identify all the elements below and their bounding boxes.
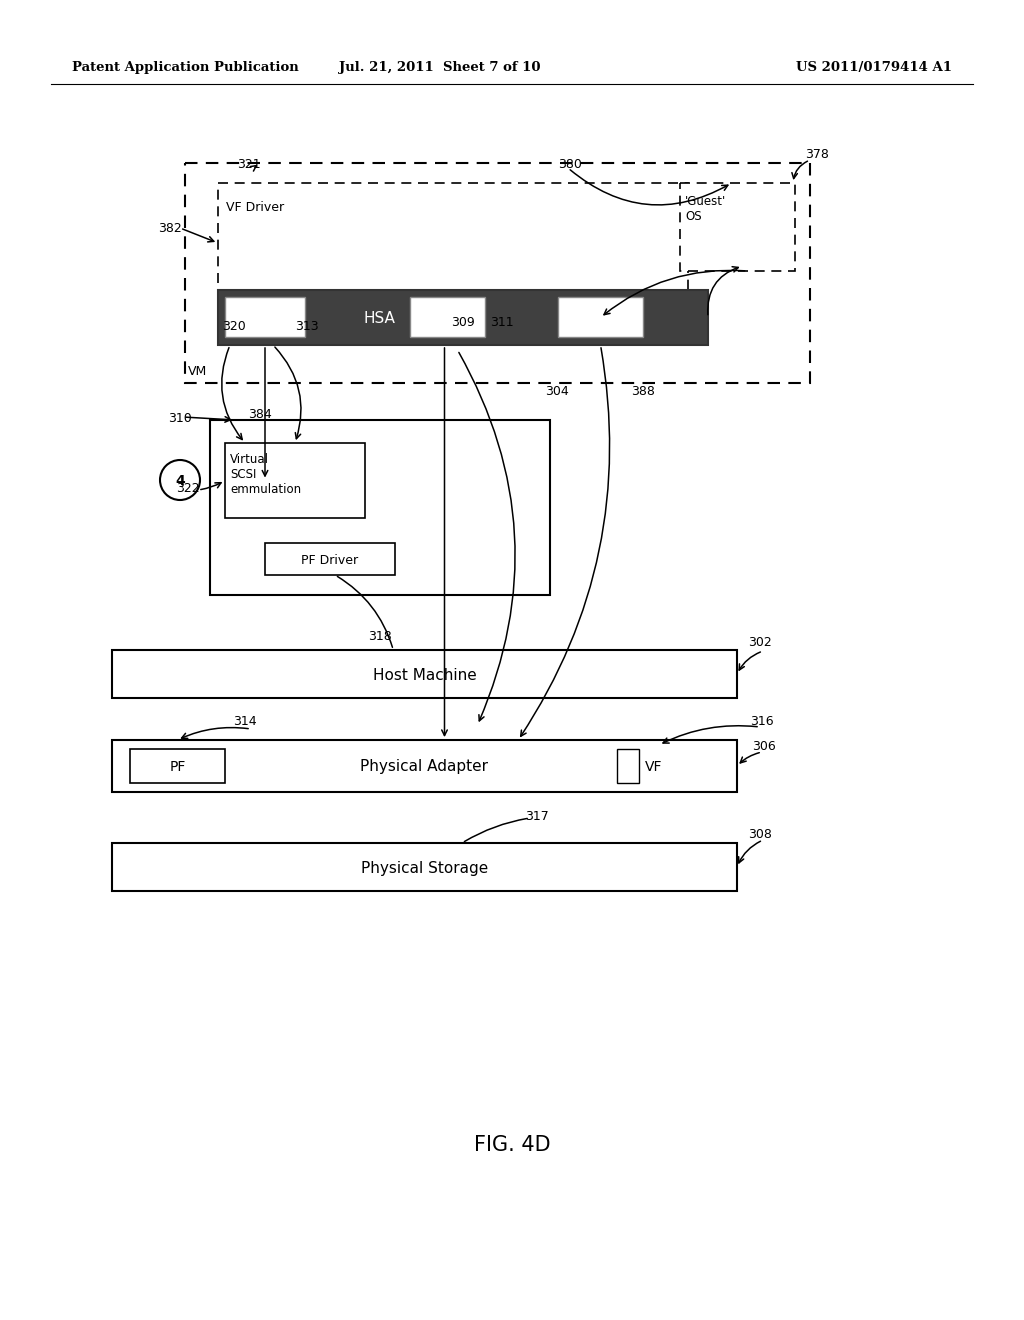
Bar: [558, 297, 643, 337]
Text: 304: 304: [545, 385, 568, 399]
Text: 388: 388: [631, 385, 655, 399]
Bar: [225, 444, 365, 517]
Text: US 2011/0179414 A1: US 2011/0179414 A1: [796, 62, 952, 74]
Bar: [225, 297, 305, 337]
Text: 314: 314: [233, 715, 257, 729]
Text: 309: 309: [451, 315, 475, 329]
Text: Jul. 21, 2011  Sheet 7 of 10: Jul. 21, 2011 Sheet 7 of 10: [339, 62, 541, 74]
Text: 308: 308: [748, 828, 772, 841]
Text: 306: 306: [752, 741, 776, 752]
Text: 384: 384: [248, 408, 271, 421]
Text: 316: 316: [750, 715, 773, 729]
Text: 321: 321: [237, 158, 261, 172]
Text: Host Machine: Host Machine: [373, 668, 476, 682]
Text: PF Driver: PF Driver: [301, 553, 358, 566]
Bar: [680, 183, 795, 271]
Bar: [185, 162, 810, 383]
Text: VF Driver: VF Driver: [226, 201, 284, 214]
Text: 380: 380: [558, 158, 582, 172]
Text: 310: 310: [168, 412, 191, 425]
Text: 382: 382: [158, 222, 181, 235]
Bar: [218, 290, 708, 345]
Bar: [112, 843, 737, 891]
Text: 302: 302: [748, 636, 772, 649]
Text: 313: 313: [295, 319, 318, 333]
Text: 378: 378: [805, 148, 828, 161]
Bar: [410, 297, 485, 337]
Bar: [210, 420, 550, 595]
Text: 320: 320: [222, 319, 246, 333]
Text: Physical Storage: Physical Storage: [360, 861, 488, 875]
Bar: [617, 748, 639, 783]
Text: 4: 4: [175, 474, 185, 488]
Bar: [130, 748, 225, 783]
Text: Virtual
SCSI
emmulation: Virtual SCSI emmulation: [230, 453, 301, 496]
Text: VM: VM: [188, 366, 207, 378]
Text: 318: 318: [368, 630, 392, 643]
Text: HSA: HSA: [364, 312, 395, 326]
Text: 'Guest'
OS: 'Guest' OS: [685, 195, 726, 223]
Text: Patent Application Publication: Patent Application Publication: [72, 62, 299, 74]
Text: PF: PF: [169, 760, 185, 774]
Text: 311: 311: [490, 315, 514, 329]
Bar: [265, 543, 395, 576]
Text: Physical Adapter: Physical Adapter: [360, 759, 488, 775]
Text: FIG. 4D: FIG. 4D: [474, 1135, 550, 1155]
Bar: [112, 649, 737, 698]
Bar: [112, 741, 737, 792]
Text: VF: VF: [645, 760, 663, 774]
Text: 317: 317: [525, 810, 549, 822]
Text: 322: 322: [176, 482, 200, 495]
Bar: [218, 183, 688, 338]
